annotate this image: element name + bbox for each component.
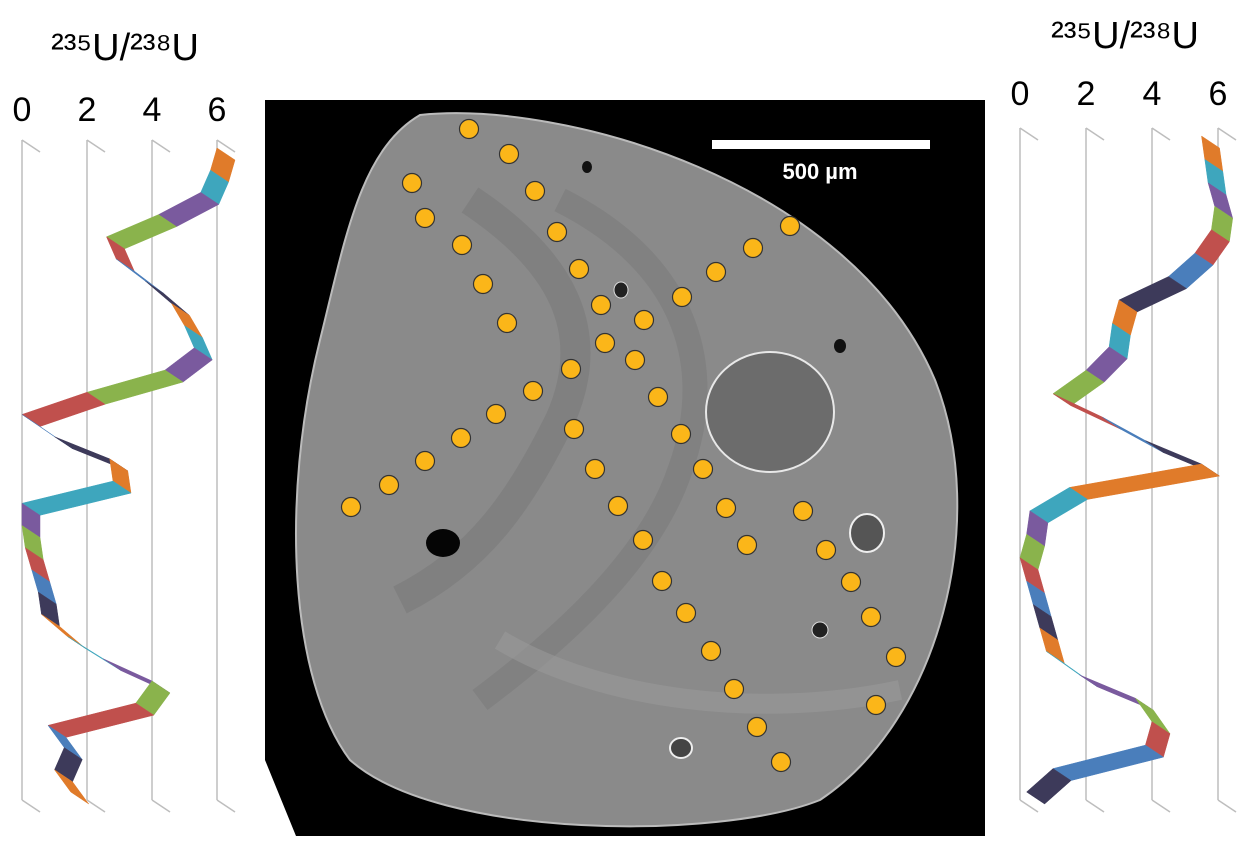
- analysis-spot: [403, 174, 422, 193]
- analysis-spot: [487, 405, 506, 424]
- analysis-spot: [342, 498, 361, 517]
- analysis-spot: [772, 753, 791, 772]
- x-tick-label: 2: [1077, 75, 1096, 113]
- vesicle: [426, 529, 460, 557]
- analysis-spot: [702, 642, 721, 661]
- analysis-spot: [653, 572, 672, 591]
- ribbon-segment: [172, 303, 203, 337]
- analysis-spot: [634, 531, 653, 550]
- analysis-spot: [498, 314, 517, 333]
- chart-title: ²³⁵U/²³⁸U: [1051, 15, 1199, 57]
- grid-line: [1218, 800, 1236, 812]
- vesicle: [670, 738, 692, 758]
- analysis-spot: [744, 239, 763, 258]
- grid-line: [1086, 800, 1104, 812]
- analysis-spot: [548, 223, 567, 242]
- scale-bar-label: 500 µm: [782, 159, 857, 184]
- x-tick-label: 4: [143, 91, 162, 129]
- ribbon-segment: [1053, 745, 1163, 780]
- analysis-spot: [694, 460, 713, 479]
- analysis-spot: [748, 718, 767, 737]
- analysis-spot: [570, 260, 589, 279]
- x-tick-label: 6: [1209, 75, 1228, 113]
- ribbon-segment: [1103, 417, 1164, 452]
- analysis-spot: [717, 499, 736, 518]
- grid-line: [1020, 800, 1038, 812]
- analysis-spot: [524, 382, 543, 401]
- grid-line: [1152, 128, 1170, 140]
- analysis-spot: [781, 217, 800, 236]
- vesicle: [834, 339, 846, 353]
- vesicle: [582, 161, 592, 173]
- analysis-spot: [635, 311, 654, 330]
- grid-line: [152, 140, 170, 152]
- analysis-spot: [460, 120, 479, 139]
- analysis-spot: [673, 288, 692, 307]
- analysis-spot: [380, 476, 399, 495]
- analysis-spot: [474, 275, 493, 294]
- ribbon-segment: [87, 370, 183, 404]
- analysis-spot: [500, 145, 519, 164]
- grid-line: [1086, 128, 1104, 140]
- grid-line: [87, 140, 105, 152]
- grid-line: [152, 800, 170, 812]
- analysis-spot: [592, 296, 611, 315]
- grid-line: [1020, 128, 1038, 140]
- analysis-spot: [596, 334, 615, 353]
- analysis-spot: [565, 420, 584, 439]
- scale-bar: [712, 140, 930, 149]
- analysis-spot: [867, 696, 886, 715]
- ribbon-segment: [55, 748, 83, 782]
- figure: 500 µm ²³⁵U/²³⁸U0246²³⁵U/²³⁸U0246: [0, 0, 1249, 836]
- analysis-spot: [609, 497, 628, 516]
- vesicle: [706, 352, 834, 472]
- ribbon-segment: [22, 481, 131, 515]
- grid-line: [1218, 128, 1236, 140]
- analysis-spot: [707, 263, 726, 282]
- vesicle: [850, 514, 884, 552]
- analysis-spot: [453, 236, 472, 255]
- grid-line: [217, 800, 235, 812]
- grid-line: [22, 140, 40, 152]
- analysis-spot: [526, 182, 545, 201]
- analysis-spot: [725, 680, 744, 699]
- grid-line: [22, 800, 40, 812]
- analysis-spot: [794, 502, 813, 521]
- chart-title: ²³⁵U/²³⁸U: [51, 27, 199, 69]
- analysis-spot: [887, 648, 906, 667]
- analysis-spot: [842, 573, 861, 592]
- analysis-spot: [452, 429, 471, 448]
- analysis-spot: [862, 608, 881, 627]
- analysis-spot: [649, 388, 668, 407]
- ribbon-segment: [22, 392, 105, 426]
- ribbon-segment: [1070, 464, 1220, 499]
- analysis-spot: [672, 425, 691, 444]
- x-tick-label: 6: [208, 91, 227, 129]
- x-tick-label: 0: [13, 91, 32, 129]
- grid-line: [87, 800, 105, 812]
- x-tick-label: 4: [1143, 75, 1162, 113]
- ribbon-segment: [116, 259, 163, 293]
- x-tick-label: 0: [1011, 75, 1030, 113]
- analysis-spot: [586, 460, 605, 479]
- analysis-spot: [416, 452, 435, 471]
- vesicle: [614, 282, 628, 298]
- x-tick-label: 2: [78, 91, 97, 129]
- analysis-spot: [738, 536, 757, 555]
- vesicle: [812, 622, 828, 638]
- analysis-spot: [562, 360, 581, 379]
- analysis-spot: [626, 351, 645, 370]
- analysis-spot: [677, 604, 696, 623]
- grid-line: [1152, 800, 1170, 812]
- analysis-spot: [416, 209, 435, 228]
- analysis-spot: [817, 541, 836, 560]
- ribbon-segment: [48, 703, 154, 737]
